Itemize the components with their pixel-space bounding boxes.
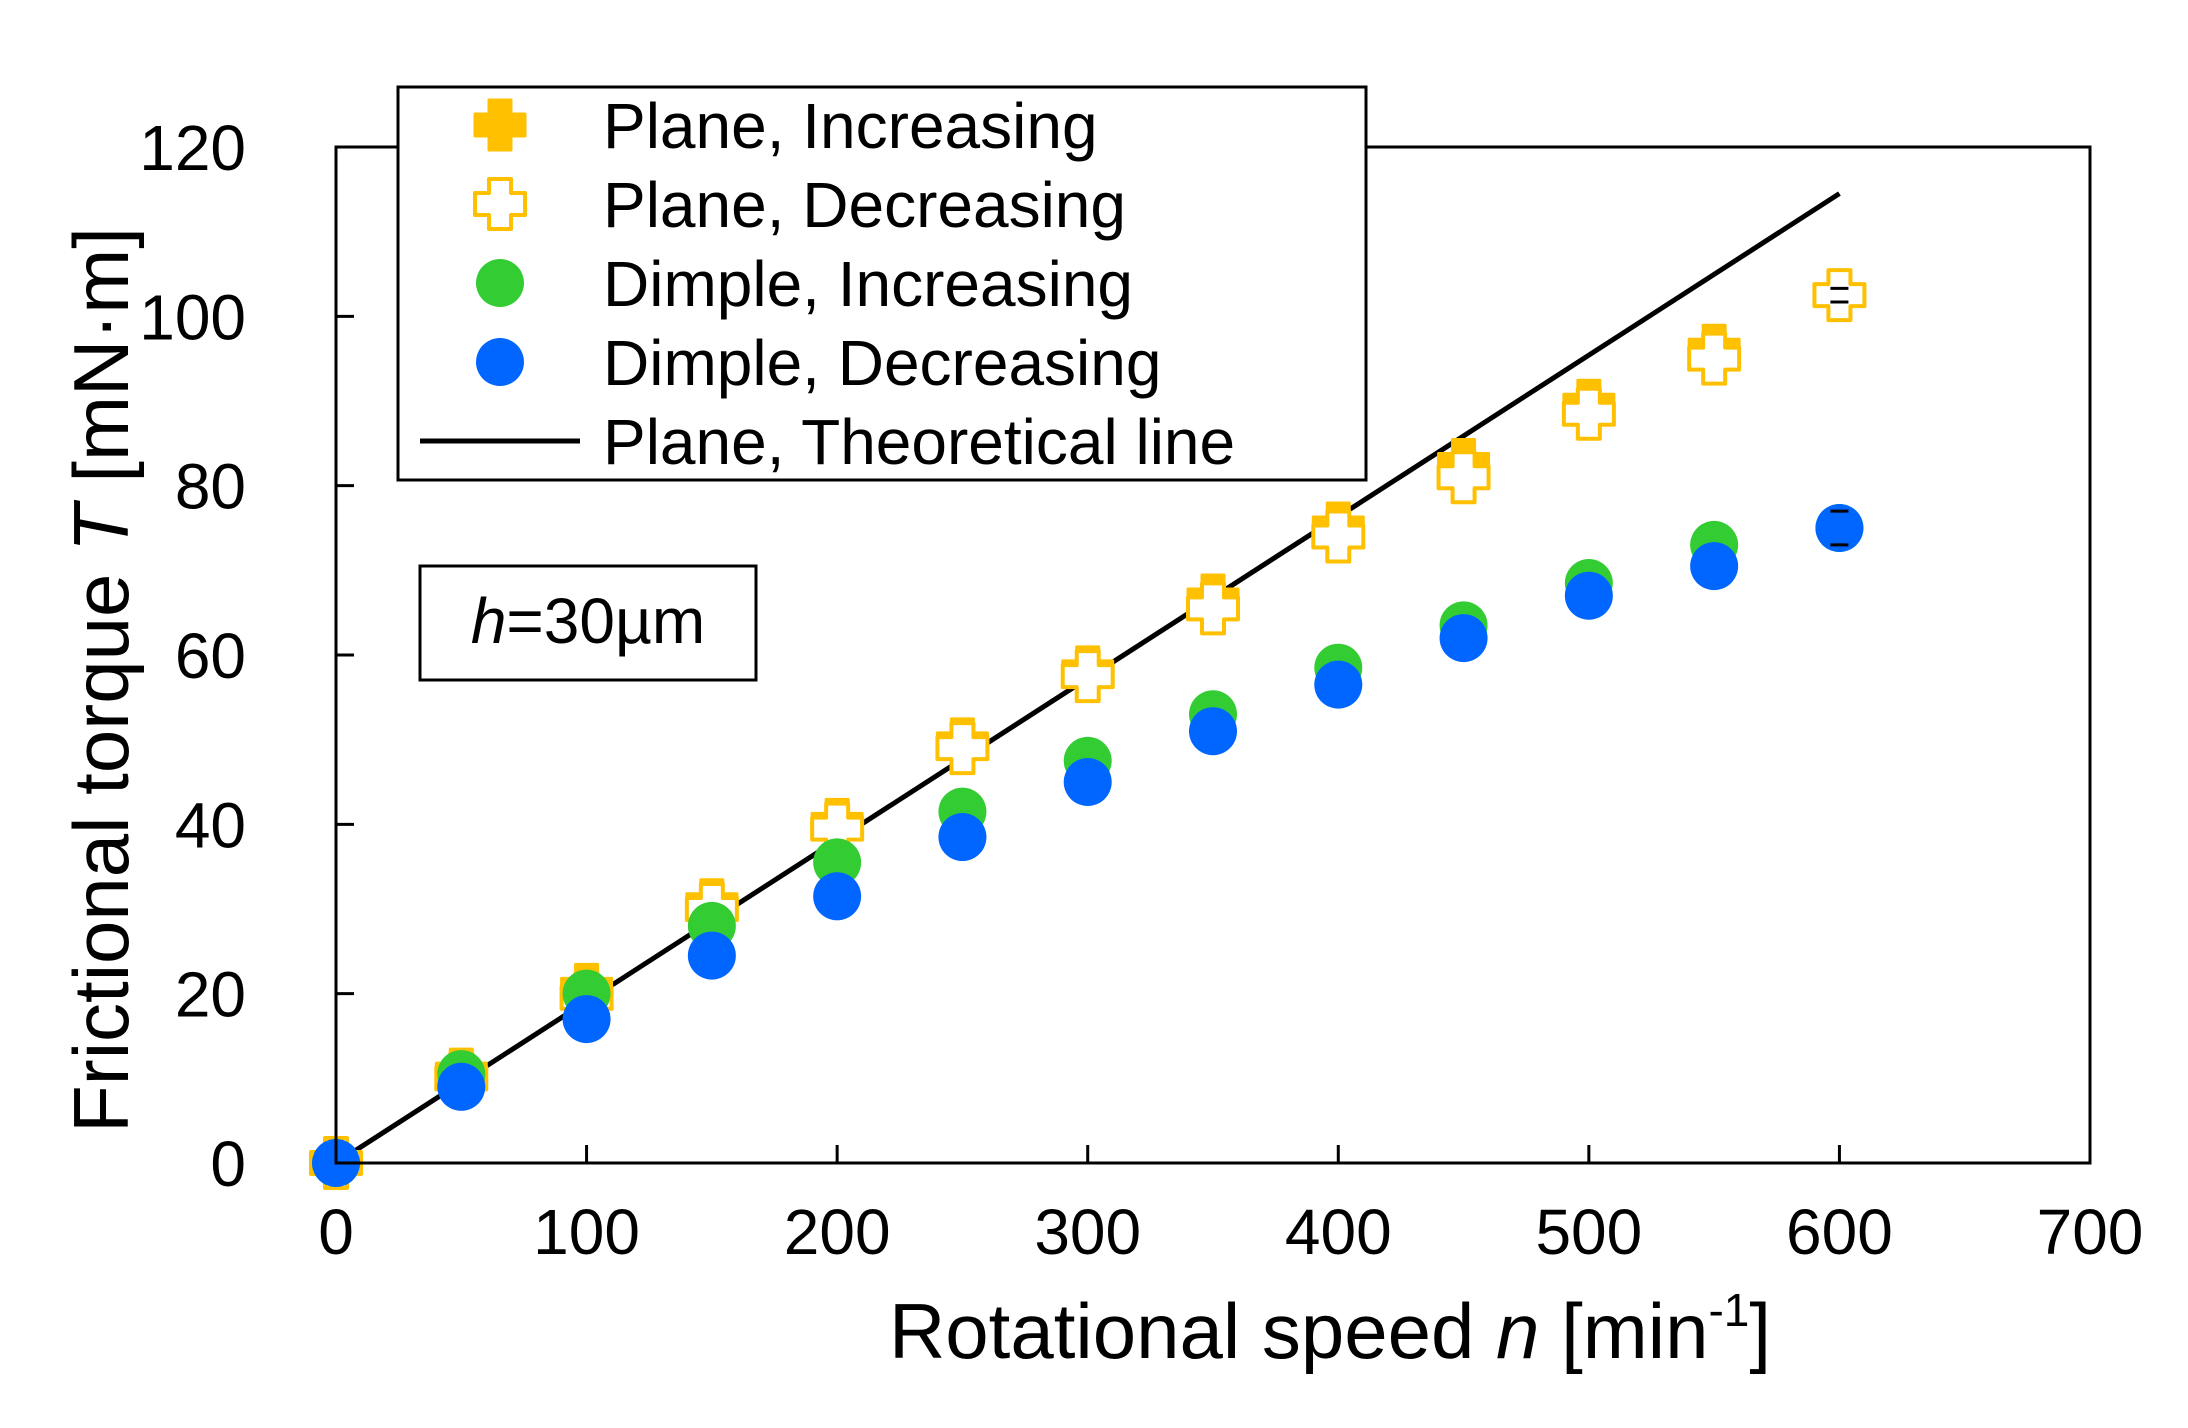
x-tick-label-300: 300 [1034, 1196, 1141, 1268]
legend-label-dimple-increasing: Dimple, Increasing [603, 248, 1133, 320]
data-point-plane-decreasing-5 [935, 721, 990, 776]
x-axis-title: Rotational speed n [min-1] [889, 1284, 1771, 1375]
error-bar-plane-600 [1830, 286, 1849, 304]
x-tick-label-100: 100 [533, 1196, 640, 1268]
y-tick-label-120: 120 [139, 112, 246, 184]
x-axis-title-unit: [min [1539, 1287, 1708, 1375]
y-axis-title-var: T [57, 499, 145, 552]
annotation-value: =30µm [506, 585, 705, 657]
y-tick-label-0: 0 [210, 1128, 246, 1200]
legend-label-theoretical-line: Plane, Theoretical line [603, 406, 1235, 478]
data-point-dimple-decreasing-12 [1815, 504, 1864, 552]
y-axis-title-unit: [mN·m] [57, 227, 145, 504]
axes: 0 100 200 300 400 500 600 700 0 20 40 60 80 100 120 [139, 112, 2143, 1268]
x-tick-label-500: 500 [1535, 1196, 1642, 1268]
plot-area [309, 191, 1867, 1190]
data-point-plane-decreasing-12 [1812, 268, 1867, 323]
data-point-dimple-increasing-4 [813, 838, 862, 887]
error-bar-dimple-600 [1830, 509, 1849, 547]
data-point-dimple-decreasing-7 [1189, 707, 1237, 756]
data-point-plane-decreasing-9 [1436, 450, 1491, 505]
legend-label-plane-decreasing: Plane, Decreasing [603, 169, 1126, 241]
data-point-plane-decreasing-7 [1186, 581, 1240, 636]
y-tick-label-40: 40 [175, 789, 246, 861]
y-tick-label-100: 100 [139, 281, 246, 353]
x-tick-label-0: 0 [318, 1196, 354, 1268]
annotation-text: h=30µm [471, 585, 705, 657]
annotation: h=30µm [418, 564, 758, 682]
data-point-plane-decreasing-6 [1060, 649, 1115, 704]
annotation-box [418, 564, 758, 682]
legend-symbol-dimple-decreasing [476, 338, 524, 386]
data-point-dimple-decreasing-9 [1439, 614, 1488, 663]
legend-symbol-plane-increasing [473, 98, 527, 152]
y-tick-label-20: 20 [175, 959, 246, 1031]
data-point-dimple-decreasing-10 [1564, 571, 1613, 620]
x-tick-label-600: 600 [1786, 1196, 1893, 1268]
legend-label-dimple-decreasing: Dimple, Decreasing [603, 327, 1161, 399]
data-point-dimple-decreasing-4 [813, 872, 862, 921]
x-axis-title-main: Rotational speed [889, 1287, 1496, 1375]
legend-symbols [420, 98, 580, 444]
data-point-plane-decreasing-11 [1687, 331, 1742, 386]
legend-box [396, 85, 1368, 482]
y-axis-title: Frictional torque T [mN·m] [57, 227, 145, 1133]
x-axis-title-close: ] [1749, 1287, 1771, 1375]
annotation-var: h [471, 585, 507, 657]
data-point-dimple-decreasing-2 [562, 995, 611, 1044]
y-axis-title-main: Frictional torque [57, 552, 145, 1133]
legend-label-plane-increasing: Plane, Increasing [603, 90, 1098, 162]
x-tick-label-700: 700 [2037, 1196, 2144, 1268]
data-point-dimple-decreasing-8 [1314, 660, 1363, 709]
x-tick-label-400: 400 [1285, 1196, 1392, 1268]
legend: Plane, Increasing Plane, Decreasing Dimp… [396, 85, 1368, 482]
data-point-dimple-decreasing-11 [1690, 542, 1739, 591]
y-tick-label-80: 80 [175, 451, 246, 523]
x-tick-label-200: 200 [784, 1196, 891, 1268]
data-point-dimple-decreasing-3 [687, 931, 736, 980]
data-point-dimple-decreasing-5 [938, 813, 987, 862]
data-point-plane-decreasing-8 [1311, 509, 1366, 564]
data-point-dimple-decreasing-1 [437, 1062, 486, 1111]
legend-symbol-plane-decreasing [473, 177, 527, 231]
x-axis-title-sup: -1 [1708, 1284, 1749, 1336]
data-point-dimple-decreasing-6 [1063, 758, 1112, 806]
x-axis-title-var: n [1496, 1287, 1539, 1375]
y-tick-label-60: 60 [175, 620, 246, 692]
data-point-plane-decreasing-10 [1561, 386, 1616, 441]
legend-symbol-dimple-increasing [476, 259, 524, 307]
